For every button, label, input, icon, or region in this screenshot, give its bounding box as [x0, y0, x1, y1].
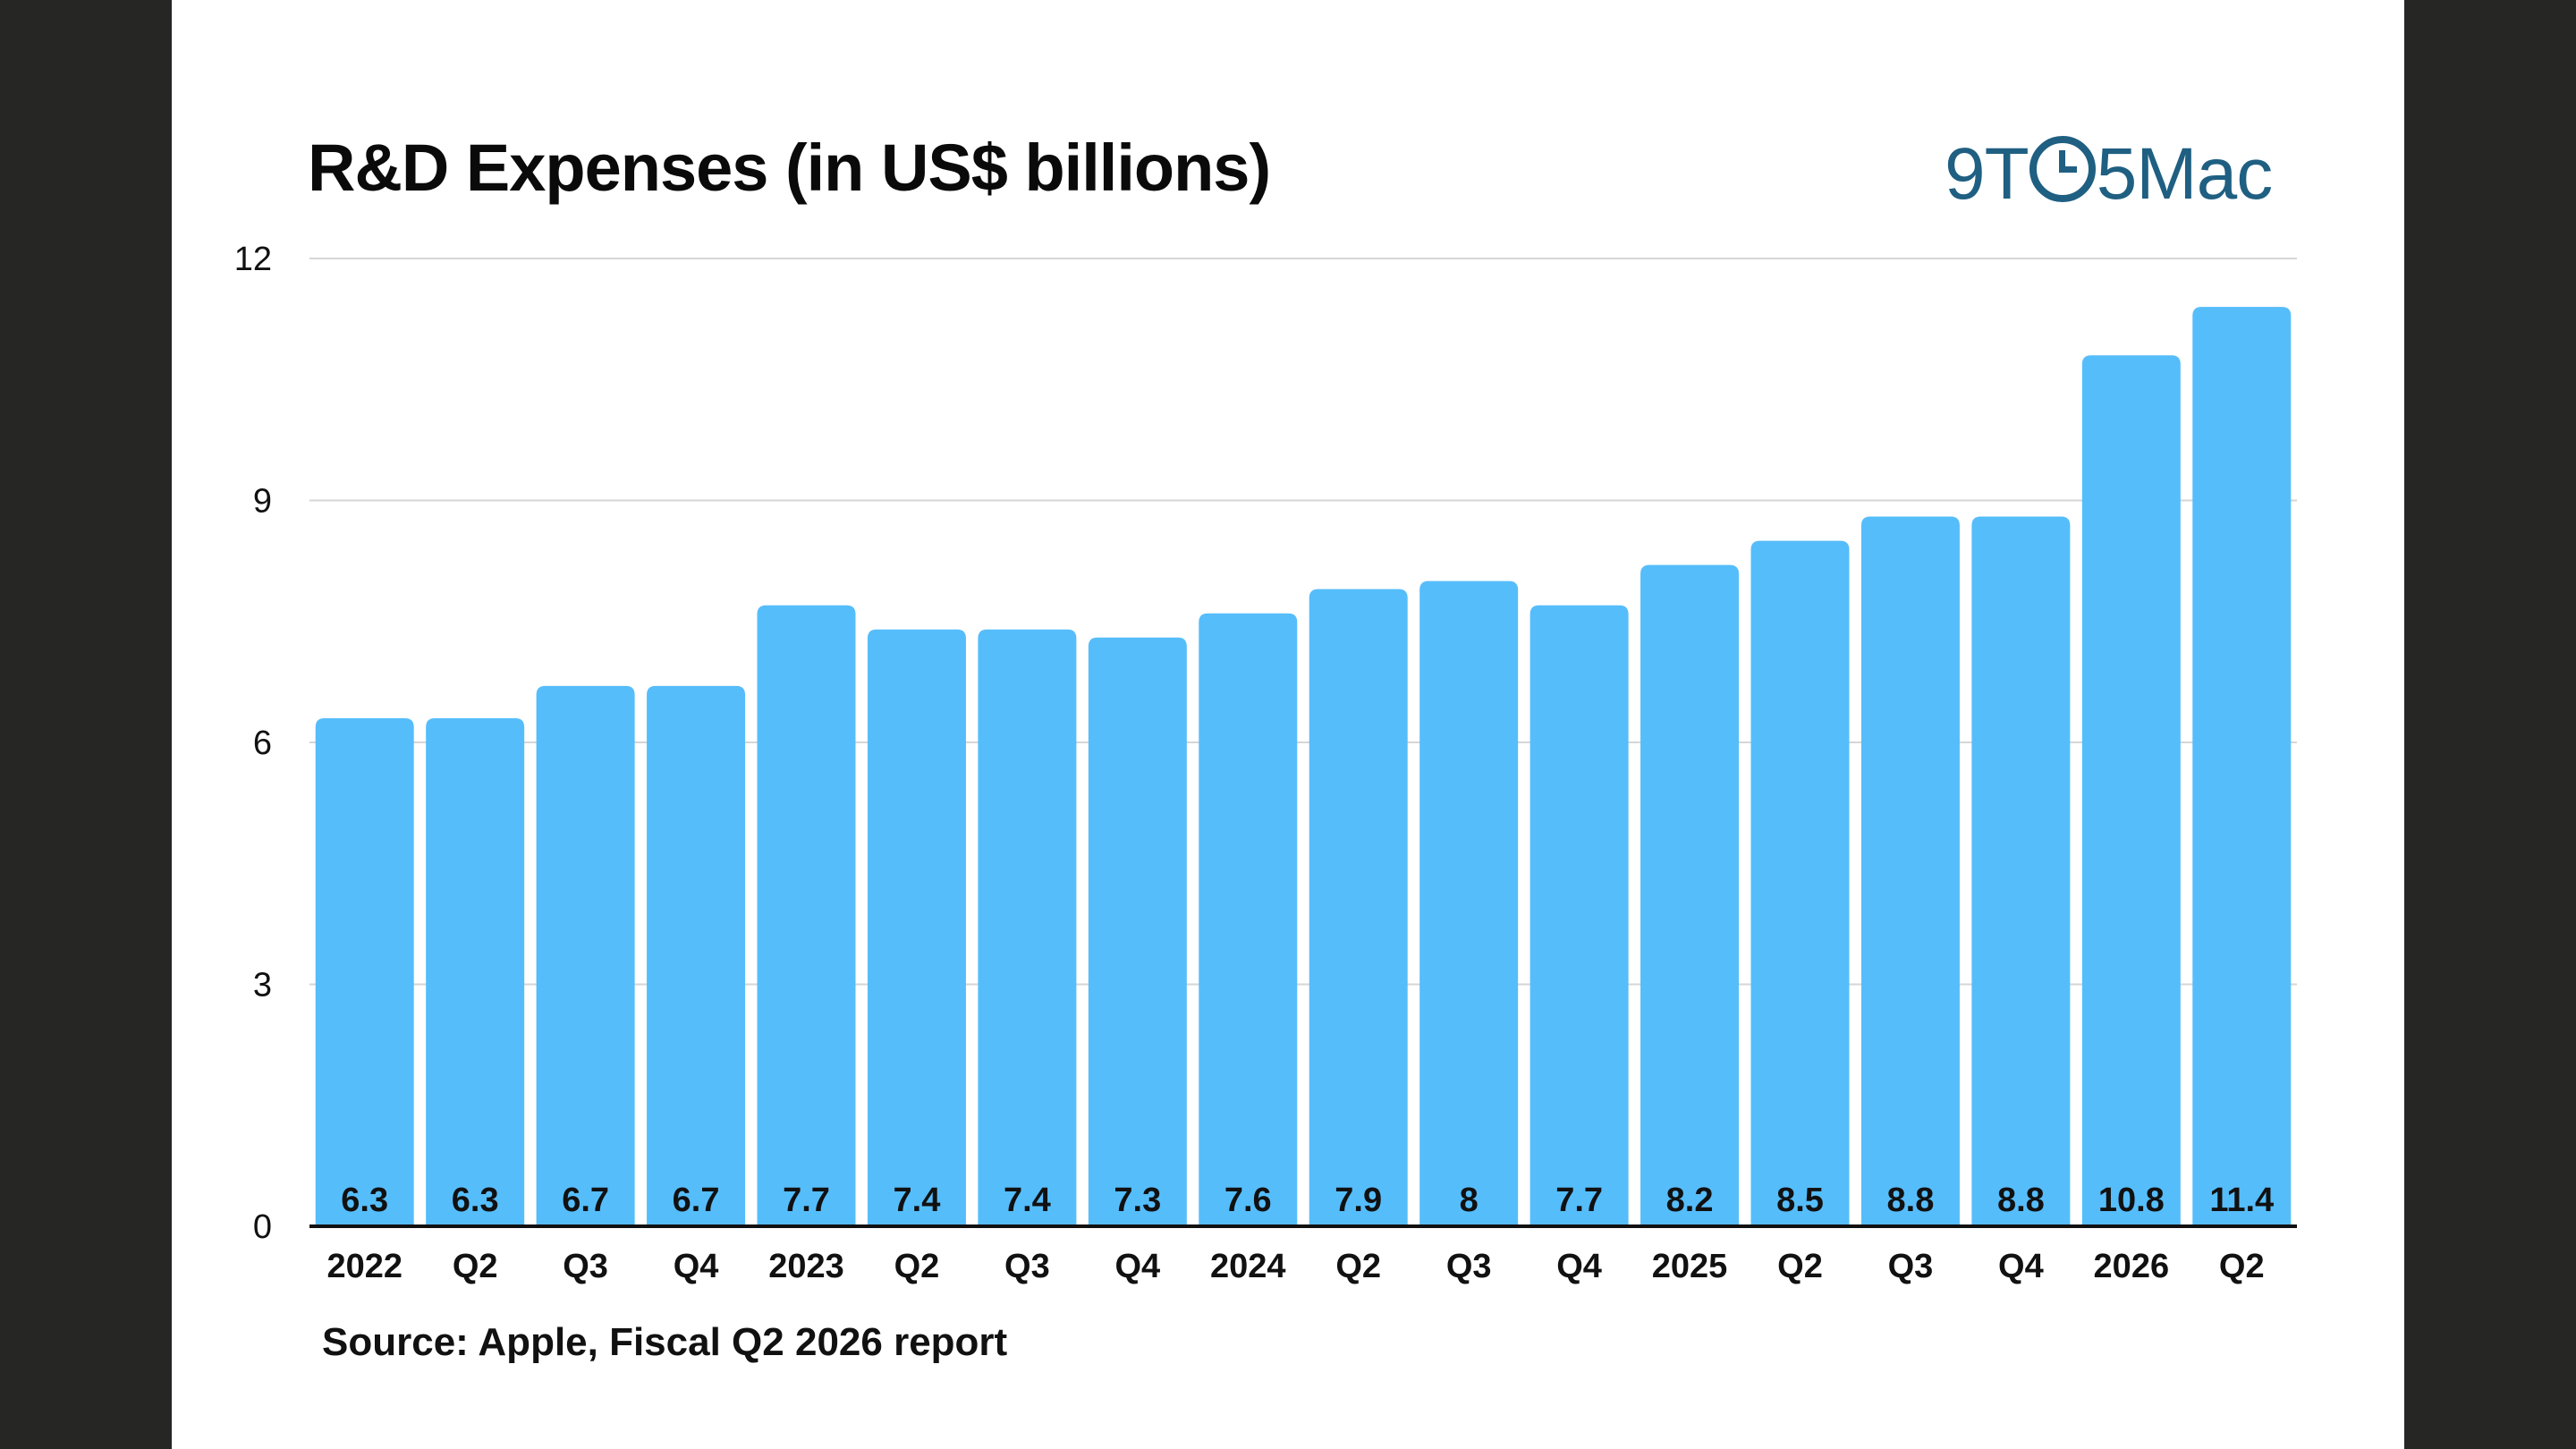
data-label: 7.6: [1224, 1182, 1272, 1219]
data-label: 6.3: [452, 1182, 499, 1219]
data-label: 6.7: [562, 1182, 609, 1219]
y-tick-label: 6: [253, 724, 272, 762]
clock-icon: [2029, 136, 2096, 202]
bar: [426, 717, 525, 1226]
x-tick-label: Q3: [563, 1248, 608, 1285]
bar: [1640, 564, 1740, 1226]
bar: [757, 605, 856, 1226]
chart-title: R&D Expenses (in US$ billions): [308, 131, 1271, 205]
logo-suffix: 5Mac: [2096, 133, 2274, 215]
bar: [315, 717, 414, 1226]
x-tick-label: 2026: [2094, 1248, 2170, 1285]
data-label: 8.8: [1887, 1182, 1935, 1219]
axes: 0 3 6 9 12 2022 Q2 Q3 Q4 2023 Q2 Q3 Q4 2024 Q2 Q3 Q4 2025…: [234, 241, 2297, 1285]
data-label: 7.3: [1114, 1182, 1161, 1219]
bar: [2192, 307, 2292, 1227]
data-label: 8.8: [1997, 1182, 2045, 1219]
data-label: 7.9: [1335, 1182, 1382, 1219]
data-label: 6.3: [341, 1182, 388, 1219]
source-note: Source: Apple, Fiscal Q2 2026 report: [322, 1320, 1008, 1364]
x-tick-label: Q4: [674, 1248, 719, 1285]
data-label: 7.7: [783, 1182, 830, 1219]
x-tick-label: Q4: [1114, 1248, 1160, 1285]
y-tick-label: 9: [253, 483, 272, 521]
bar: [1750, 540, 1850, 1226]
bar: [1530, 605, 1629, 1226]
data-label: 6.7: [673, 1182, 720, 1219]
bar: [1419, 580, 1519, 1226]
x-tick-label: 2025: [1652, 1248, 1728, 1285]
bars: 6.3 6.3 6.7 6.7 7.7 7.4 7.4 7.3 7.6 7.9 8 7.7 8.2 8.5…: [315, 307, 2292, 1227]
bar: [1088, 637, 1187, 1226]
bar: [647, 685, 746, 1226]
x-tick-label: Q2: [453, 1248, 498, 1285]
brand-logo: 9T 5Mac: [1945, 132, 2274, 216]
data-label: 8.5: [1776, 1182, 1824, 1219]
chart-canvas: R&D Expenses (in US$ billions) 9T 5Mac 6.…: [172, 0, 2404, 1449]
y-tick-label: 3: [253, 967, 272, 1004]
gridlines: [309, 258, 2297, 986]
data-label: 8.2: [1666, 1182, 1714, 1219]
y-tick-label: 0: [253, 1208, 272, 1246]
x-tick-label: 2023: [768, 1248, 844, 1285]
data-label: 8: [1460, 1182, 1479, 1219]
data-label: 10.8: [2098, 1182, 2165, 1219]
x-tick-label: Q2: [2219, 1248, 2265, 1285]
x-tick-label: Q3: [1004, 1248, 1050, 1285]
bar-chart: 6.3 6.3 6.7 6.7 7.7 7.4 7.4 7.3 7.6 7.9 8 7.7 8.2 8.5…: [234, 241, 2297, 1285]
x-tick-label: 2024: [1210, 1248, 1286, 1285]
x-tick-label: 2022: [326, 1248, 402, 1285]
x-tick-label: Q4: [1556, 1248, 1602, 1285]
x-tick-label: Q2: [894, 1248, 940, 1285]
bar: [1971, 516, 2071, 1226]
data-label: 7.4: [1004, 1182, 1051, 1219]
data-label: 7.7: [1555, 1182, 1603, 1219]
x-tick-label: Q3: [1446, 1248, 1492, 1285]
bar: [536, 685, 635, 1226]
x-tick-label: Q2: [1777, 1248, 1823, 1285]
bar: [2081, 355, 2181, 1226]
data-label: 7.4: [894, 1182, 941, 1219]
bar: [1199, 613, 1298, 1226]
bar: [978, 629, 1077, 1226]
bar: [1860, 516, 1960, 1226]
x-tick-label: Q3: [1888, 1248, 1934, 1285]
data-label: 11.4: [2209, 1182, 2274, 1219]
bar: [1309, 589, 1408, 1226]
bar: [867, 629, 966, 1226]
x-tick-label: Q2: [1335, 1248, 1381, 1285]
logo-prefix: 9T: [1945, 133, 2029, 215]
y-tick-label: 12: [234, 241, 272, 278]
x-tick-label: Q4: [1998, 1248, 2044, 1285]
